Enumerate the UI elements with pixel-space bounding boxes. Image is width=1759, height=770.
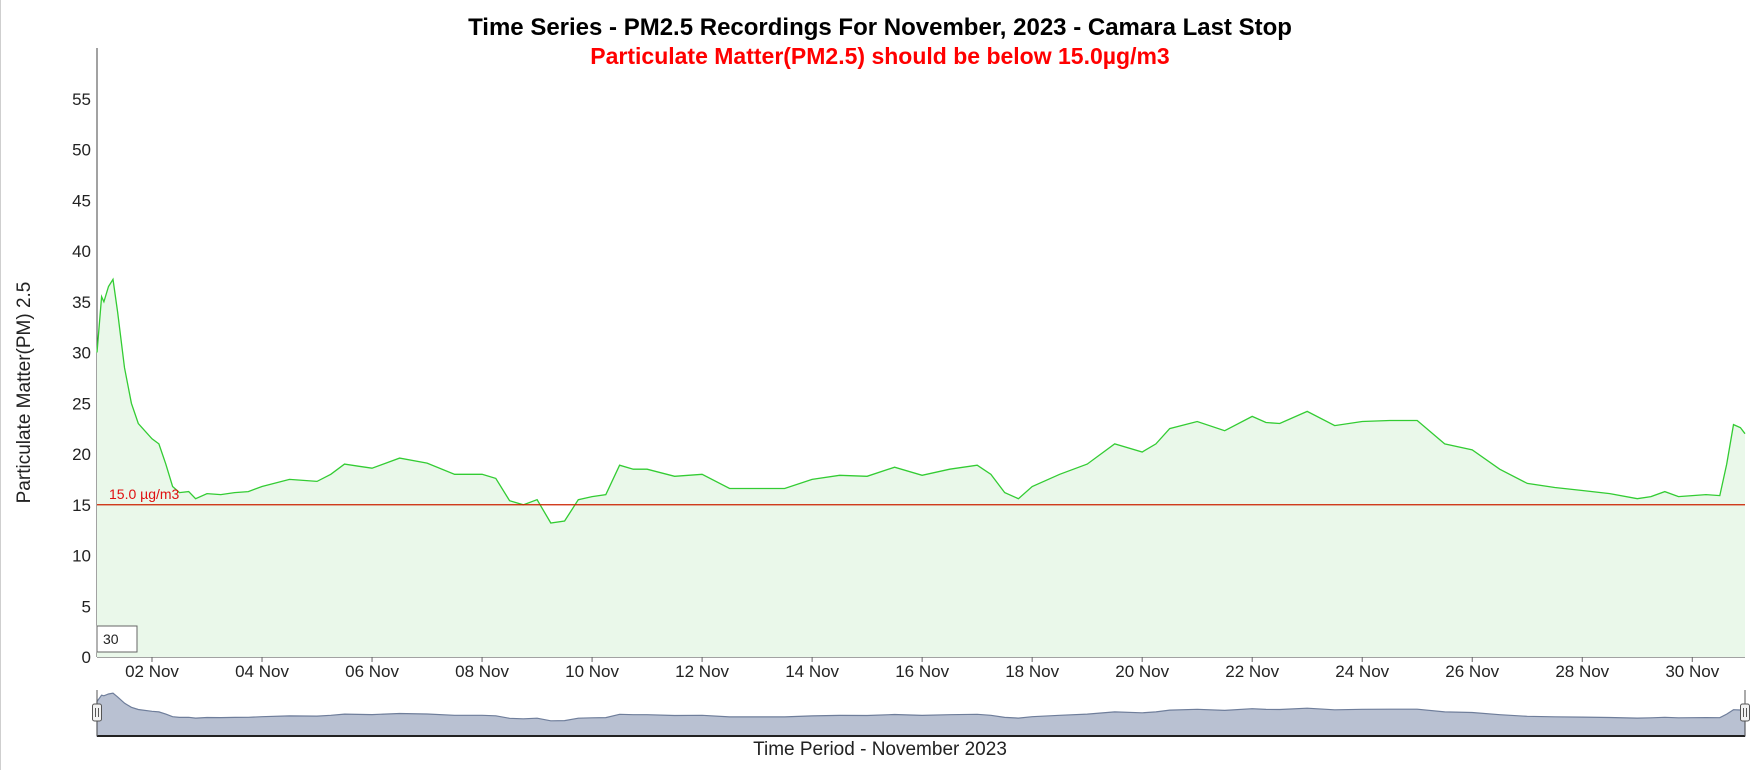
y-tick-label: 45 [72, 191, 91, 210]
navigator-series [96, 692, 1746, 737]
x-tick-label: 04 Nov [235, 662, 289, 681]
y-tick-label: 15 [72, 496, 91, 515]
threshold-label: 15.0 µg/m3 [109, 486, 180, 502]
x-tick-label: 08 Nov [455, 662, 509, 681]
x-tick-label: 20 Nov [1115, 662, 1169, 681]
x-tick-label: 12 Nov [675, 662, 729, 681]
x-tick-label: 10 Nov [565, 662, 619, 681]
y-tick-label: 55 [72, 90, 91, 109]
navigator-handle-right[interactable] [1740, 690, 1750, 736]
y-tick-label: 25 [72, 394, 91, 413]
y-axis-ticks: 0 5 10 15 20 25 30 35 40 45 50 55 [72, 90, 91, 667]
x-tick-label: 16 Nov [895, 662, 949, 681]
range-input-value[interactable]: 30 [103, 631, 119, 647]
y-tick-label: 50 [72, 141, 91, 160]
y-tick-label: 10 [72, 547, 91, 566]
y-tick-label: 40 [72, 242, 91, 261]
x-tick-label: 18 Nov [1005, 662, 1059, 681]
chart-subtitle: Particulate Matter(PM2.5) should be belo… [590, 43, 1169, 69]
x-tick-label: 14 Nov [785, 662, 839, 681]
range-input-frame[interactable] [96, 625, 138, 653]
range-input-box[interactable]: 30 [96, 625, 138, 653]
series-area-fill [97, 279, 1745, 657]
navigator-handle-left[interactable] [92, 690, 102, 736]
y-tick-label: 30 [72, 344, 91, 363]
x-tick-label: 22 Nov [1225, 662, 1279, 681]
left-border [0, 0, 1, 770]
y-tick-label: 5 [82, 597, 91, 616]
chart-title: Time Series - PM2.5 Recordings For Novem… [468, 14, 1292, 41]
plot-area[interactable]: 15.0 µg/m3 [96, 48, 1746, 658]
x-tick-label: 30 Nov [1665, 662, 1719, 681]
x-tick-label: 06 Nov [345, 662, 399, 681]
y-axis-label: Particulate Matter(PM) 2.5 [14, 282, 35, 504]
y-tick-label: 20 [72, 445, 91, 464]
x-tick-label: 02 Nov [125, 662, 179, 681]
x-tick-label: 24 Nov [1335, 662, 1389, 681]
x-axis-label: Time Period - November 2023 [753, 739, 1007, 760]
y-tick-label: 0 [82, 648, 91, 667]
series-line [96, 277, 1746, 524]
x-tick-label: 28 Nov [1555, 662, 1609, 681]
y-tick-label: 35 [72, 293, 91, 312]
x-tick-label: 26 Nov [1445, 662, 1499, 681]
navigator[interactable] [92, 690, 1750, 737]
x-axis-ticks: 02 Nov 04 Nov 06 Nov 08 Nov 10 Nov 12 Nov 14 N… [125, 657, 1720, 681]
